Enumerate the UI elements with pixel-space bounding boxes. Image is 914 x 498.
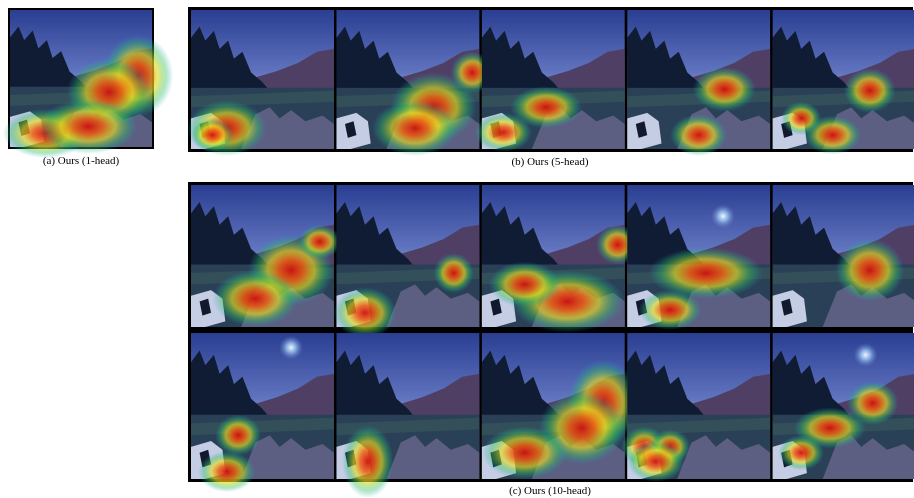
heat-blob <box>191 118 234 151</box>
caption: (b) Ours (5-head) <box>512 156 589 168</box>
heat-blob <box>510 86 582 128</box>
heatmap-tile <box>336 10 493 156</box>
figure: (a) Ours (1-head) (b) Ours (5-head) (c) … <box>0 0 914 498</box>
heat-blob <box>342 425 393 498</box>
heatmap-tile <box>3 10 173 158</box>
heatmap-tile <box>482 333 639 479</box>
tiles <box>3 10 173 158</box>
heat-blob <box>670 114 727 156</box>
heat-blob <box>212 270 298 327</box>
heat-blob <box>693 67 756 111</box>
heatmap-tile <box>334 185 480 338</box>
heatmap-tile <box>482 185 639 333</box>
heat-blob <box>781 102 821 135</box>
heatmap-tile <box>773 185 914 327</box>
heatmap-tile <box>475 10 625 152</box>
heatmap-tile <box>773 333 914 479</box>
heatmap-tile <box>336 333 479 498</box>
caption: (c) Ours (10-head) <box>509 485 591 497</box>
heat-blob <box>627 441 684 482</box>
panel-a: (a) Ours (1-head) <box>3 8 173 167</box>
heat-blob <box>198 451 255 492</box>
panel-c: (c) Ours (10-head) <box>188 182 914 498</box>
heatmap-tile <box>773 10 914 155</box>
heat-blob <box>334 287 397 338</box>
heat-blob <box>298 225 341 259</box>
heat-blob <box>38 99 137 154</box>
heat-blob <box>482 426 568 479</box>
heatmap-tile <box>187 10 334 156</box>
heatmap-tile <box>627 10 770 156</box>
glow <box>854 343 878 367</box>
caption: (a) Ours (1-head) <box>43 155 120 167</box>
heat-blob <box>372 100 458 156</box>
heat-blob <box>215 415 261 456</box>
heat-blob <box>434 253 474 293</box>
heatmap-tile <box>191 333 334 492</box>
heatmap-tile <box>191 185 341 327</box>
heatmap-tile <box>627 185 770 330</box>
heatmap-tile <box>621 333 770 482</box>
glow <box>711 204 735 228</box>
tiles <box>187 10 914 156</box>
glow <box>279 336 303 360</box>
heat-blob <box>489 262 561 307</box>
heat-blob <box>844 68 895 112</box>
heat-blob <box>836 239 905 301</box>
heat-blob <box>639 290 702 330</box>
panel-b: (b) Ours (5-head) <box>187 7 914 168</box>
tiles <box>191 185 914 498</box>
heat-blob <box>778 435 824 470</box>
